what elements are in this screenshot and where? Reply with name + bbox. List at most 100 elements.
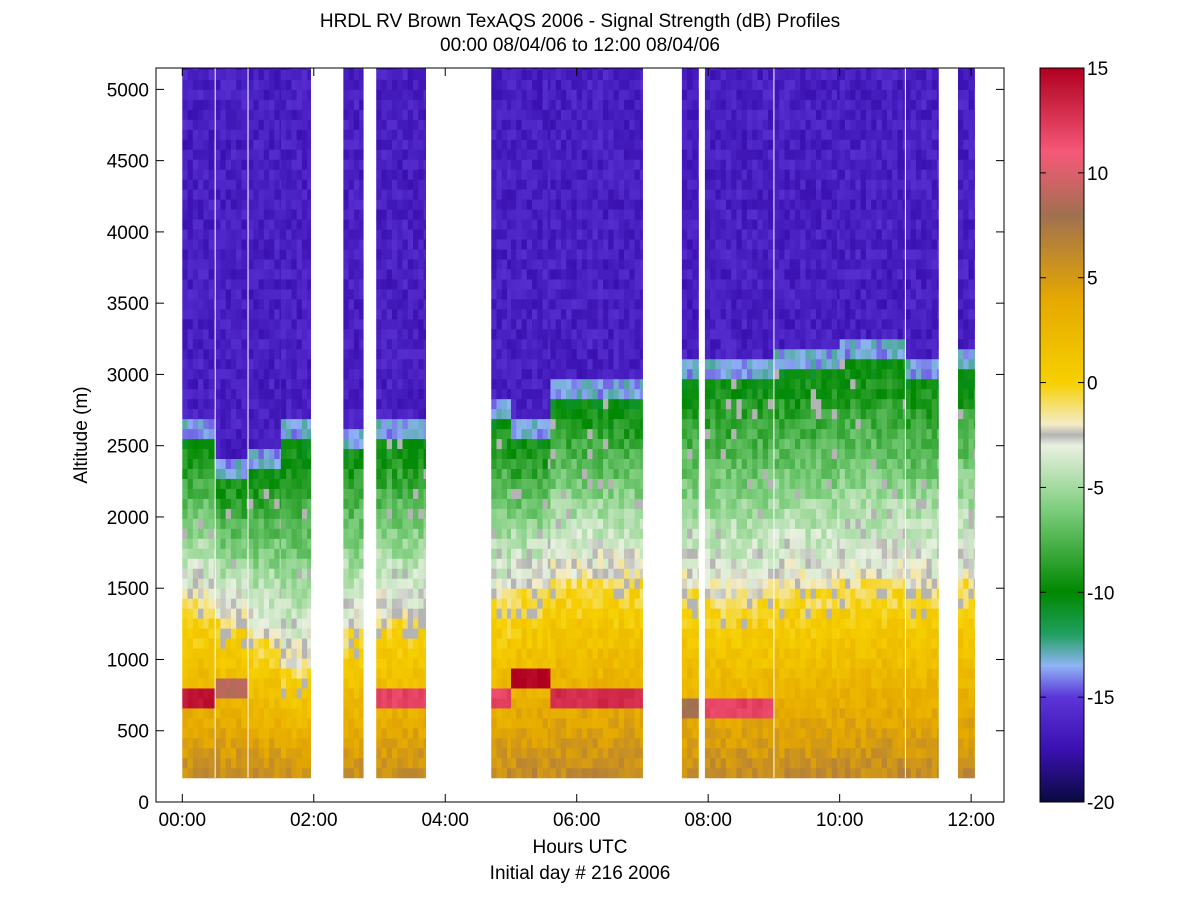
heatmap-cell [220, 618, 227, 629]
heatmap-cell [258, 568, 265, 579]
heatmap-cell [353, 608, 360, 619]
heatmap-cell [397, 558, 404, 569]
heatmap-cell [413, 697, 419, 709]
heatmap-cell [279, 548, 282, 559]
heatmap-cell [516, 568, 522, 579]
heatmap-cell [418, 598, 425, 609]
heatmap-cell [263, 498, 270, 509]
heatmap-cell [241, 468, 248, 479]
heatmap-cell [220, 628, 227, 639]
heatmap-cell [526, 697, 533, 709]
heatmap-cell [407, 79, 414, 90]
heatmap-cell [353, 548, 360, 559]
heatmap-cell [203, 239, 210, 250]
heatmap-cell [418, 119, 425, 130]
heatmap-cell [418, 727, 425, 739]
heatmap-cell [253, 508, 260, 519]
heatmap-cell [236, 209, 242, 220]
heatmap-cell [198, 568, 204, 579]
heatmap-cell [624, 648, 630, 659]
heatmap-cell [526, 468, 533, 479]
heatmap-cell [220, 508, 227, 519]
heatmap-cell [263, 69, 270, 80]
heatmap-cell [491, 588, 498, 599]
heatmap-cell [624, 538, 630, 549]
heatmap-cell [613, 268, 620, 280]
heatmap-cell [208, 318, 215, 330]
heatmap-cell [386, 438, 393, 450]
heatmap-cell [560, 199, 567, 210]
heatmap-cell [418, 538, 425, 549]
heatmap-cell [603, 398, 609, 410]
heatmap-cell [418, 79, 425, 90]
heatmap-cell [248, 398, 254, 410]
heatmap-cell [274, 418, 281, 430]
heatmap-cell [203, 358, 210, 370]
heatmap-cell [542, 368, 549, 380]
heatmap-cell [402, 578, 409, 589]
heatmap-cell [402, 548, 409, 559]
heatmap-cell [581, 318, 588, 330]
heatmap-cell [230, 568, 237, 579]
heatmap-cell [537, 89, 544, 100]
heatmap-cell [407, 707, 414, 719]
heatmap-cell [608, 159, 615, 170]
heatmap-cell [510, 318, 517, 330]
heatmap-cell [501, 358, 508, 370]
heatmap-cell [507, 648, 512, 659]
heatmap-cell [624, 518, 630, 529]
heatmap-cell [550, 288, 557, 300]
heatmap-cell [547, 697, 551, 709]
heatmap-cell [603, 428, 609, 440]
heatmap-cell [248, 668, 254, 679]
heatmap-cell [343, 249, 350, 260]
heatmap-cell [407, 568, 414, 579]
heatmap-cell [269, 388, 275, 400]
heatmap-cell [274, 229, 281, 240]
heatmap-cell [603, 478, 609, 489]
heatmap-cell [542, 139, 549, 150]
heatmap-cell [608, 258, 615, 270]
heatmap-cell [592, 179, 599, 190]
heatmap-cell [537, 687, 544, 699]
heatmap-cell [526, 648, 533, 659]
heatmap-cell [269, 727, 275, 739]
heatmap-cell [359, 398, 364, 410]
heatmap-cell [391, 707, 398, 719]
heatmap-cell [279, 199, 282, 210]
heatmap-cell [510, 608, 517, 619]
heatmap-cell [547, 258, 551, 270]
heatmap-cell [253, 668, 260, 679]
heatmap-cell [581, 308, 588, 320]
heatmap-cell [613, 618, 620, 629]
heatmap-cell [413, 179, 419, 190]
heatmap-cell [547, 378, 551, 390]
heatmap-cell [359, 328, 364, 340]
heatmap-cell [576, 458, 583, 469]
heatmap-cell [581, 538, 588, 549]
heatmap-cell [248, 169, 254, 180]
heatmap-cell [241, 658, 248, 669]
heatmap-cell [581, 678, 588, 689]
heatmap-cell [418, 578, 425, 589]
heatmap-cell [296, 727, 303, 739]
heatmap-cell [286, 388, 292, 400]
heatmap-cell [230, 268, 237, 280]
heatmap-cell [402, 678, 409, 689]
heatmap-cell [353, 418, 360, 430]
heatmap-cell [402, 568, 409, 579]
heatmap-cell [510, 438, 517, 450]
heatmap-cell [547, 528, 551, 539]
heatmap-cell [192, 398, 199, 410]
heatmap-cell [381, 558, 388, 569]
heatmap-cell [547, 757, 551, 769]
heatmap-cell [629, 498, 636, 509]
heatmap-cell [629, 239, 636, 250]
heatmap-cell [301, 268, 308, 280]
heatmap-cell [592, 448, 599, 460]
heatmap-cell [225, 239, 232, 250]
heatmap-cell [597, 747, 604, 759]
heatmap-cell [248, 518, 254, 529]
heatmap-cell [597, 209, 604, 220]
heatmap-cell [526, 618, 533, 629]
